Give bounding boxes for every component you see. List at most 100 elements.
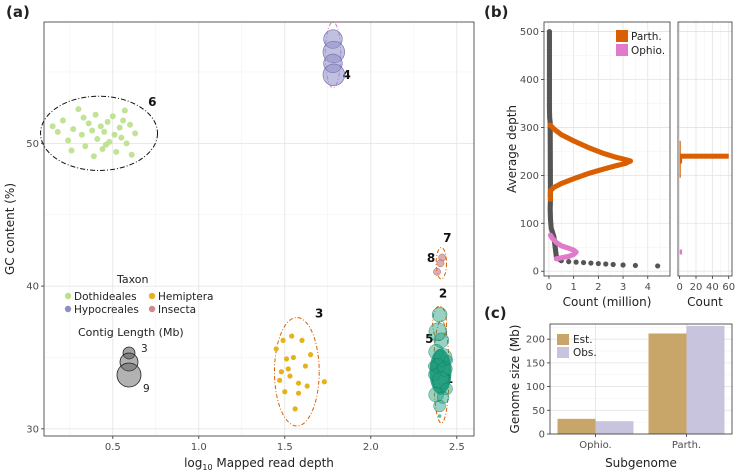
panel-a-background — [44, 22, 474, 436]
legend-hypocreales-swatch — [64, 305, 72, 313]
panel-a-legend: Taxon Dothideales Hemiptera Hypocreales … — [64, 273, 214, 395]
y-tick-label: 40 — [26, 282, 39, 293]
legend-insecta-swatch — [148, 305, 156, 313]
y-tick-label: 0 — [533, 267, 539, 278]
point-hemiptera — [290, 354, 296, 361]
xlabel-subscript: 10 — [202, 463, 212, 472]
point-hemiptera — [277, 377, 283, 383]
panel-c-label: (c) — [484, 304, 507, 322]
point-dothideales — [65, 137, 72, 144]
point-dothideales — [92, 111, 99, 118]
point-dothideales — [123, 140, 130, 147]
panel-b-left-ticks: 0 1 2 3 4 0 100 200 300 400 500 — [520, 27, 651, 293]
y-tick-label: 100 — [526, 382, 545, 393]
panel-a-label: (a) — [6, 3, 30, 21]
point-green — [428, 361, 438, 371]
point-hypocreales — [322, 63, 345, 86]
point-dothideales — [102, 141, 109, 148]
point-dothideales — [49, 123, 56, 130]
point-dothideales — [128, 151, 135, 158]
point-dothideales — [80, 114, 87, 121]
panel-b-left-frame — [543, 21, 671, 277]
point-dothideales — [132, 130, 139, 137]
legend-parth-swatch — [616, 30, 628, 42]
legend-parth-label: Parth. — [631, 31, 662, 43]
point-hemiptera — [280, 337, 286, 343]
cluster-ellipse-3 — [273, 317, 320, 427]
legend-taxon-title: Taxon — [116, 273, 149, 286]
series-dot-gray — [588, 260, 594, 266]
x-tick-label: 1.5 — [277, 442, 293, 453]
series-dot-parth — [547, 196, 554, 202]
point-hemiptera — [295, 380, 302, 386]
bar-parth — [679, 158, 683, 164]
point-dothideales — [127, 121, 133, 128]
point-dothideales — [94, 136, 101, 143]
x-tick-label: 0.5 — [105, 442, 121, 453]
point-dothideales — [101, 128, 108, 135]
point-dothideales — [70, 126, 77, 133]
series-dot-gray — [580, 259, 587, 266]
point-dothideales — [116, 124, 123, 131]
x-tick-label: 4 — [645, 282, 651, 293]
panel-b-legend: Parth. Ophio. — [616, 30, 665, 57]
cluster-label-4: 4 — [343, 68, 351, 82]
legend-hypocreales-label: Hypocreales — [74, 304, 139, 316]
y-tick-label: 50 — [26, 139, 39, 150]
point-green — [436, 391, 450, 404]
x-category-label: Parth. — [672, 440, 701, 451]
point-dothideales — [59, 117, 66, 124]
point-hemiptera — [304, 383, 310, 389]
panel-a-ticks: 0.5 1.0 1.5 2.0 2.5 30 40 50 — [26, 139, 464, 453]
x-tick-label: 2.5 — [449, 442, 465, 453]
legend-hemiptera-swatch — [148, 292, 156, 300]
point-green — [433, 399, 446, 413]
point-green — [440, 382, 453, 396]
series-dot-gray — [595, 260, 601, 267]
series-dot-gray — [632, 262, 639, 269]
point-dothideales — [90, 153, 97, 160]
x-tick-label: 0 — [676, 282, 682, 293]
series-dot-gray — [610, 261, 616, 268]
x-tick-label: 40 — [706, 282, 719, 293]
panel-b-right-bars — [679, 140, 729, 255]
point-hemiptera — [292, 406, 298, 412]
bar-ophio — [679, 249, 683, 255]
panel-b-left-grid — [544, 22, 670, 276]
y-tick-label: 300 — [520, 123, 539, 134]
point-dothideales — [109, 113, 116, 120]
point-dothideales — [82, 143, 89, 150]
cluster-ellipse-7 — [435, 247, 447, 280]
point-dothideales — [113, 148, 120, 155]
panel-b-right-frame — [677, 21, 733, 277]
cluster-ellipse-6 — [40, 95, 159, 171]
point-hemiptera — [282, 389, 288, 395]
x-tick-label: 1 — [570, 282, 576, 293]
point-dothideales — [120, 117, 127, 124]
panel-a-ylabel: GC content (%) — [3, 183, 17, 275]
point-dothideales — [85, 120, 92, 127]
x-tick-label: 2 — [595, 282, 601, 293]
point-insecta — [433, 267, 441, 276]
series-dot-gray — [573, 259, 579, 265]
panel-b-xlabel: Count (million) — [563, 295, 652, 309]
legend-size-9-circle — [116, 362, 142, 388]
panel-c-legend: Est. Obs. — [557, 334, 597, 359]
y-tick-label: 400 — [520, 75, 539, 86]
cluster-label-7: 7 — [443, 231, 451, 245]
y-tick-label: 200 — [520, 171, 539, 182]
point-hemiptera — [278, 369, 284, 375]
panel-c: (c) 0 50 100 150 200 Ophio. Parth. Subgenome G… — [484, 304, 733, 470]
x-tick-label: 1.0 — [191, 442, 207, 453]
legend-insecta-label: Insecta — [158, 304, 196, 316]
panel-c-frame — [549, 323, 733, 435]
panel-a-xlabel: log10 Mapped read depth — [184, 456, 334, 472]
series-dot-gray — [566, 259, 572, 265]
x-tick-label: 20 — [690, 282, 703, 293]
panel-b-label: (b) — [484, 3, 508, 21]
series-dot-ophio — [553, 256, 559, 262]
legend-est-swatch — [557, 334, 569, 345]
panel-c-ticks: 0 50 100 150 200 Ophio. Parth. — [526, 335, 701, 451]
y-tick-label: 50 — [532, 406, 545, 417]
